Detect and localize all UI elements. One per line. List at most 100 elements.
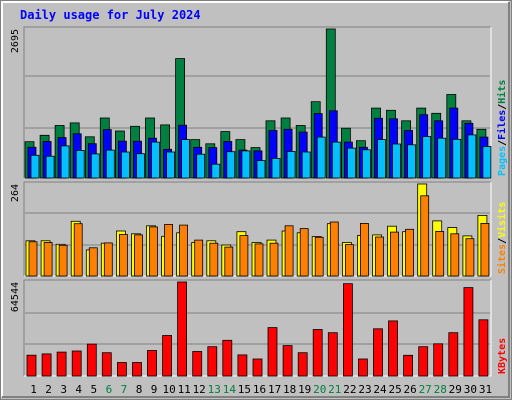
legend-word: KBytes — [497, 338, 508, 374]
bar-kbytes-day-14 — [222, 339, 233, 377]
x-tick-label: 31 — [479, 383, 492, 396]
bar-pages-day-31 — [482, 146, 492, 179]
bar-kbytes-day-19 — [297, 352, 308, 377]
bar-pages-day-22 — [346, 147, 356, 179]
bar-sites-day-30 — [465, 238, 475, 277]
bar-pages-day-9 — [151, 141, 160, 179]
bar-sites-day-6 — [103, 242, 113, 277]
x-tick-label: 25 — [388, 383, 401, 396]
x-tick-label: 13 — [208, 383, 221, 396]
bar-kbytes-day-6 — [101, 352, 112, 377]
bar-pages-day-12 — [196, 153, 206, 179]
bar-pages-day-16 — [256, 160, 266, 179]
bar-sites-day-27 — [420, 195, 430, 277]
x-tick-label: 17 — [268, 383, 281, 396]
bar-pages-day-17 — [271, 157, 281, 179]
x-tick-label: 23 — [358, 383, 371, 396]
series-kbytes — [26, 281, 489, 377]
bar-kbytes-day-18 — [282, 345, 293, 377]
x-tick-label: 4 — [75, 383, 82, 396]
bar-pages-day-8 — [136, 153, 145, 179]
bar-sites-day-8 — [134, 234, 143, 277]
x-tick-label: 27 — [419, 383, 432, 396]
bar-kbytes-day-27 — [418, 346, 429, 377]
bar-kbytes-day-25 — [388, 320, 398, 377]
x-tick-label: 11 — [178, 383, 191, 396]
bar-kbytes-day-3 — [56, 351, 67, 377]
chart-panel-3: 64544 KBytes — [10, 279, 508, 377]
legend-word: Visits — [496, 202, 508, 238]
x-axis-day-labels: 1 2 3 4 5 6 7 8 9 10 11 12 13 14 15 16 17 18 19 20 21 22 23 24 2… — [30, 383, 492, 396]
x-tick-label: 10 — [162, 383, 175, 396]
bar-pages-day-26 — [407, 144, 417, 179]
y-axis-max-label: 2695 — [10, 29, 21, 53]
legend-word: Pages — [497, 146, 508, 176]
x-tick-label: 14 — [223, 383, 237, 396]
bar-pages-day-30 — [467, 134, 477, 179]
bar-sites-day-5 — [88, 247, 98, 277]
bar-sites-day-29 — [450, 233, 460, 277]
bar-kbytes-day-9 — [147, 350, 157, 377]
x-tick-label: 6 — [106, 383, 113, 396]
bar-sites-day-24 — [375, 236, 384, 277]
bar-sites-day-26 — [405, 228, 415, 277]
bar-pages-day-7 — [121, 151, 130, 179]
bar-pages-day-27 — [422, 136, 432, 179]
x-tick-label: 9 — [151, 383, 158, 396]
bar-kbytes-day-11 — [177, 281, 188, 377]
x-tick-label: 3 — [60, 383, 67, 396]
bar-sites-day-3 — [58, 244, 68, 277]
x-tick-label: 28 — [434, 383, 447, 396]
chart-panel-2: 264 Sites/Visits — [10, 181, 508, 277]
legend-word: Files — [496, 110, 508, 140]
bar-pages-day-18 — [286, 151, 296, 179]
bar-pages-day-24 — [377, 139, 386, 179]
bar-kbytes-day-16 — [252, 358, 263, 377]
bar-kbytes-day-23 — [357, 358, 368, 377]
bar-sites-day-9 — [149, 226, 158, 277]
x-tick-label: 18 — [283, 383, 296, 396]
x-tick-label: 19 — [298, 383, 311, 396]
chart-title: Daily usage for July 2024 — [20, 8, 201, 22]
bar-pages-day-2 — [45, 155, 55, 179]
x-tick-label: 26 — [403, 383, 416, 396]
bar-kbytes-day-4 — [71, 350, 82, 377]
series-pages — [30, 134, 492, 179]
bar-kbytes-day-22 — [342, 283, 353, 377]
bar-sites-day-12 — [194, 239, 204, 277]
bar-sites-day-15 — [239, 235, 249, 277]
bar-sites-day-11 — [179, 224, 189, 277]
x-tick-label: 5 — [90, 383, 97, 396]
bar-pages-day-10 — [166, 151, 176, 179]
bar-sites-day-17 — [269, 242, 279, 277]
bar-kbytes-day-30 — [463, 287, 474, 377]
bar-kbytes-day-17 — [267, 327, 278, 377]
x-tick-label: 7 — [121, 383, 128, 396]
bar-sites-day-31 — [480, 222, 490, 277]
series-legend: KBytes — [497, 338, 508, 374]
bar-sites-day-10 — [164, 223, 174, 277]
bar-sites-day-16 — [254, 243, 264, 277]
legend-word: / — [497, 104, 508, 110]
series-legend: Pages/Files/Hits — [496, 80, 508, 176]
bar-pages-day-20 — [316, 136, 326, 179]
panel-border-shadow — [23, 181, 491, 276]
bar-kbytes-day-24 — [373, 328, 383, 377]
bar-sites-day-14 — [224, 246, 234, 277]
bar-pages-day-15 — [241, 150, 251, 179]
x-tick-label: 15 — [238, 383, 251, 396]
bar-sites-day-22 — [344, 244, 354, 277]
x-tick-label: 8 — [136, 383, 143, 396]
bar-kbytes-day-2 — [41, 353, 52, 377]
x-tick-label: 12 — [193, 383, 206, 396]
bar-pages-day-4 — [75, 149, 85, 179]
bar-sites-day-13 — [209, 242, 219, 277]
bar-kbytes-day-31 — [478, 319, 489, 377]
bar-sites-day-28 — [435, 230, 445, 277]
bar-pages-day-6 — [105, 149, 115, 179]
bar-kbytes-day-26 — [403, 354, 414, 377]
bar-kbytes-day-1 — [26, 354, 37, 377]
x-tick-label: 1 — [30, 383, 37, 396]
